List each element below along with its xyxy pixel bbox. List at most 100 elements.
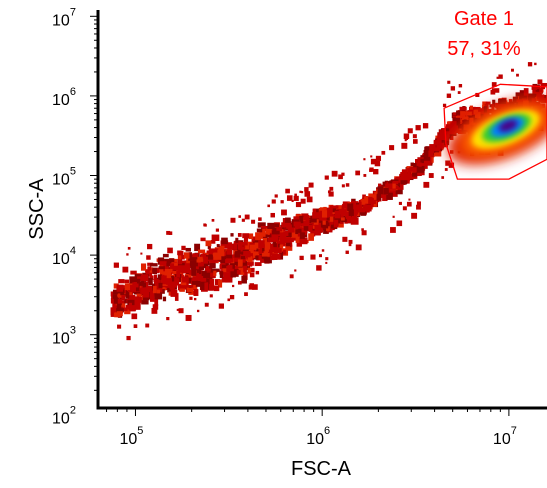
density-event [393,185,399,190]
density-event [219,271,224,279]
density-event [249,272,255,278]
density-event [475,111,481,118]
density-event [238,215,242,218]
density-event [218,245,225,250]
density-event [255,232,262,241]
density-event [299,237,308,245]
density-event [297,228,302,233]
density-event [262,237,268,245]
density-event [318,207,324,213]
density-event [232,284,235,288]
density-event [404,174,412,179]
density-event [319,225,324,233]
density-event [304,215,310,220]
density-event [122,266,129,273]
density-event [159,261,167,270]
density-event [230,217,236,223]
density-event [214,279,221,286]
density-event [274,223,280,228]
density-event [209,294,213,298]
density-event [225,259,232,264]
density-event [429,144,436,151]
density-event [356,204,363,209]
density-event [249,244,257,250]
gate-1[interactable] [443,83,547,180]
density-event [173,258,178,265]
density-event [160,282,168,290]
density-event [395,187,403,195]
density-event [174,293,179,301]
density-event [252,251,260,258]
density-event [116,311,123,317]
density-event [202,262,209,269]
density-event [285,217,291,223]
density-event [347,203,354,212]
density-event [255,270,260,275]
density-event [416,165,425,173]
density-event [267,249,276,256]
density-event [423,150,429,158]
density-event [256,255,262,261]
density-event [171,262,178,266]
density-event [164,272,172,279]
density-event [331,170,338,177]
density-event [166,277,172,285]
density-event [312,212,320,219]
density-event [150,294,155,302]
density-event [124,283,131,291]
density-event [135,283,140,292]
density-event [323,228,329,234]
density-event [240,242,248,246]
density-event [439,141,445,149]
density-event [230,271,236,278]
density-event [215,228,219,232]
density-event [340,217,345,221]
density-event [363,174,367,177]
density-event [294,269,297,272]
density-event [191,280,197,285]
density-event [195,280,201,287]
density-event [450,86,456,91]
density-event [169,285,175,290]
density-event [266,234,274,238]
density-event [117,324,122,329]
density-event [113,296,118,304]
density-event [483,106,488,113]
density-event [213,248,219,253]
density-event [396,220,403,227]
density-event [323,222,330,227]
density-event [351,212,357,221]
density-event [151,308,158,314]
density-event [295,236,302,243]
density-event [345,250,349,254]
density-event [185,314,192,321]
density-event [254,238,262,243]
density-event [162,296,167,302]
density-event [312,208,317,216]
density-event [370,155,373,158]
density-event [427,151,432,155]
density-event [272,239,277,246]
density-event [191,282,198,291]
density-event [451,112,459,119]
density-event [126,253,129,256]
density-event [209,263,216,269]
density-event [355,170,361,176]
x-axis-title: FSC-A [291,458,352,480]
density-event [277,228,282,237]
density-event [280,239,286,246]
density-event [372,194,377,200]
density-event [194,243,201,252]
density-event [389,145,395,151]
density-event [246,245,252,250]
density-event [246,261,254,266]
density-event [287,227,295,233]
density-event [534,62,537,66]
density-event [161,287,167,291]
density-event [131,296,140,305]
density-event [441,176,445,179]
density-event [327,190,331,194]
density-event [237,280,242,285]
density-event [213,285,220,292]
gate-1-polygon[interactable] [443,83,547,180]
